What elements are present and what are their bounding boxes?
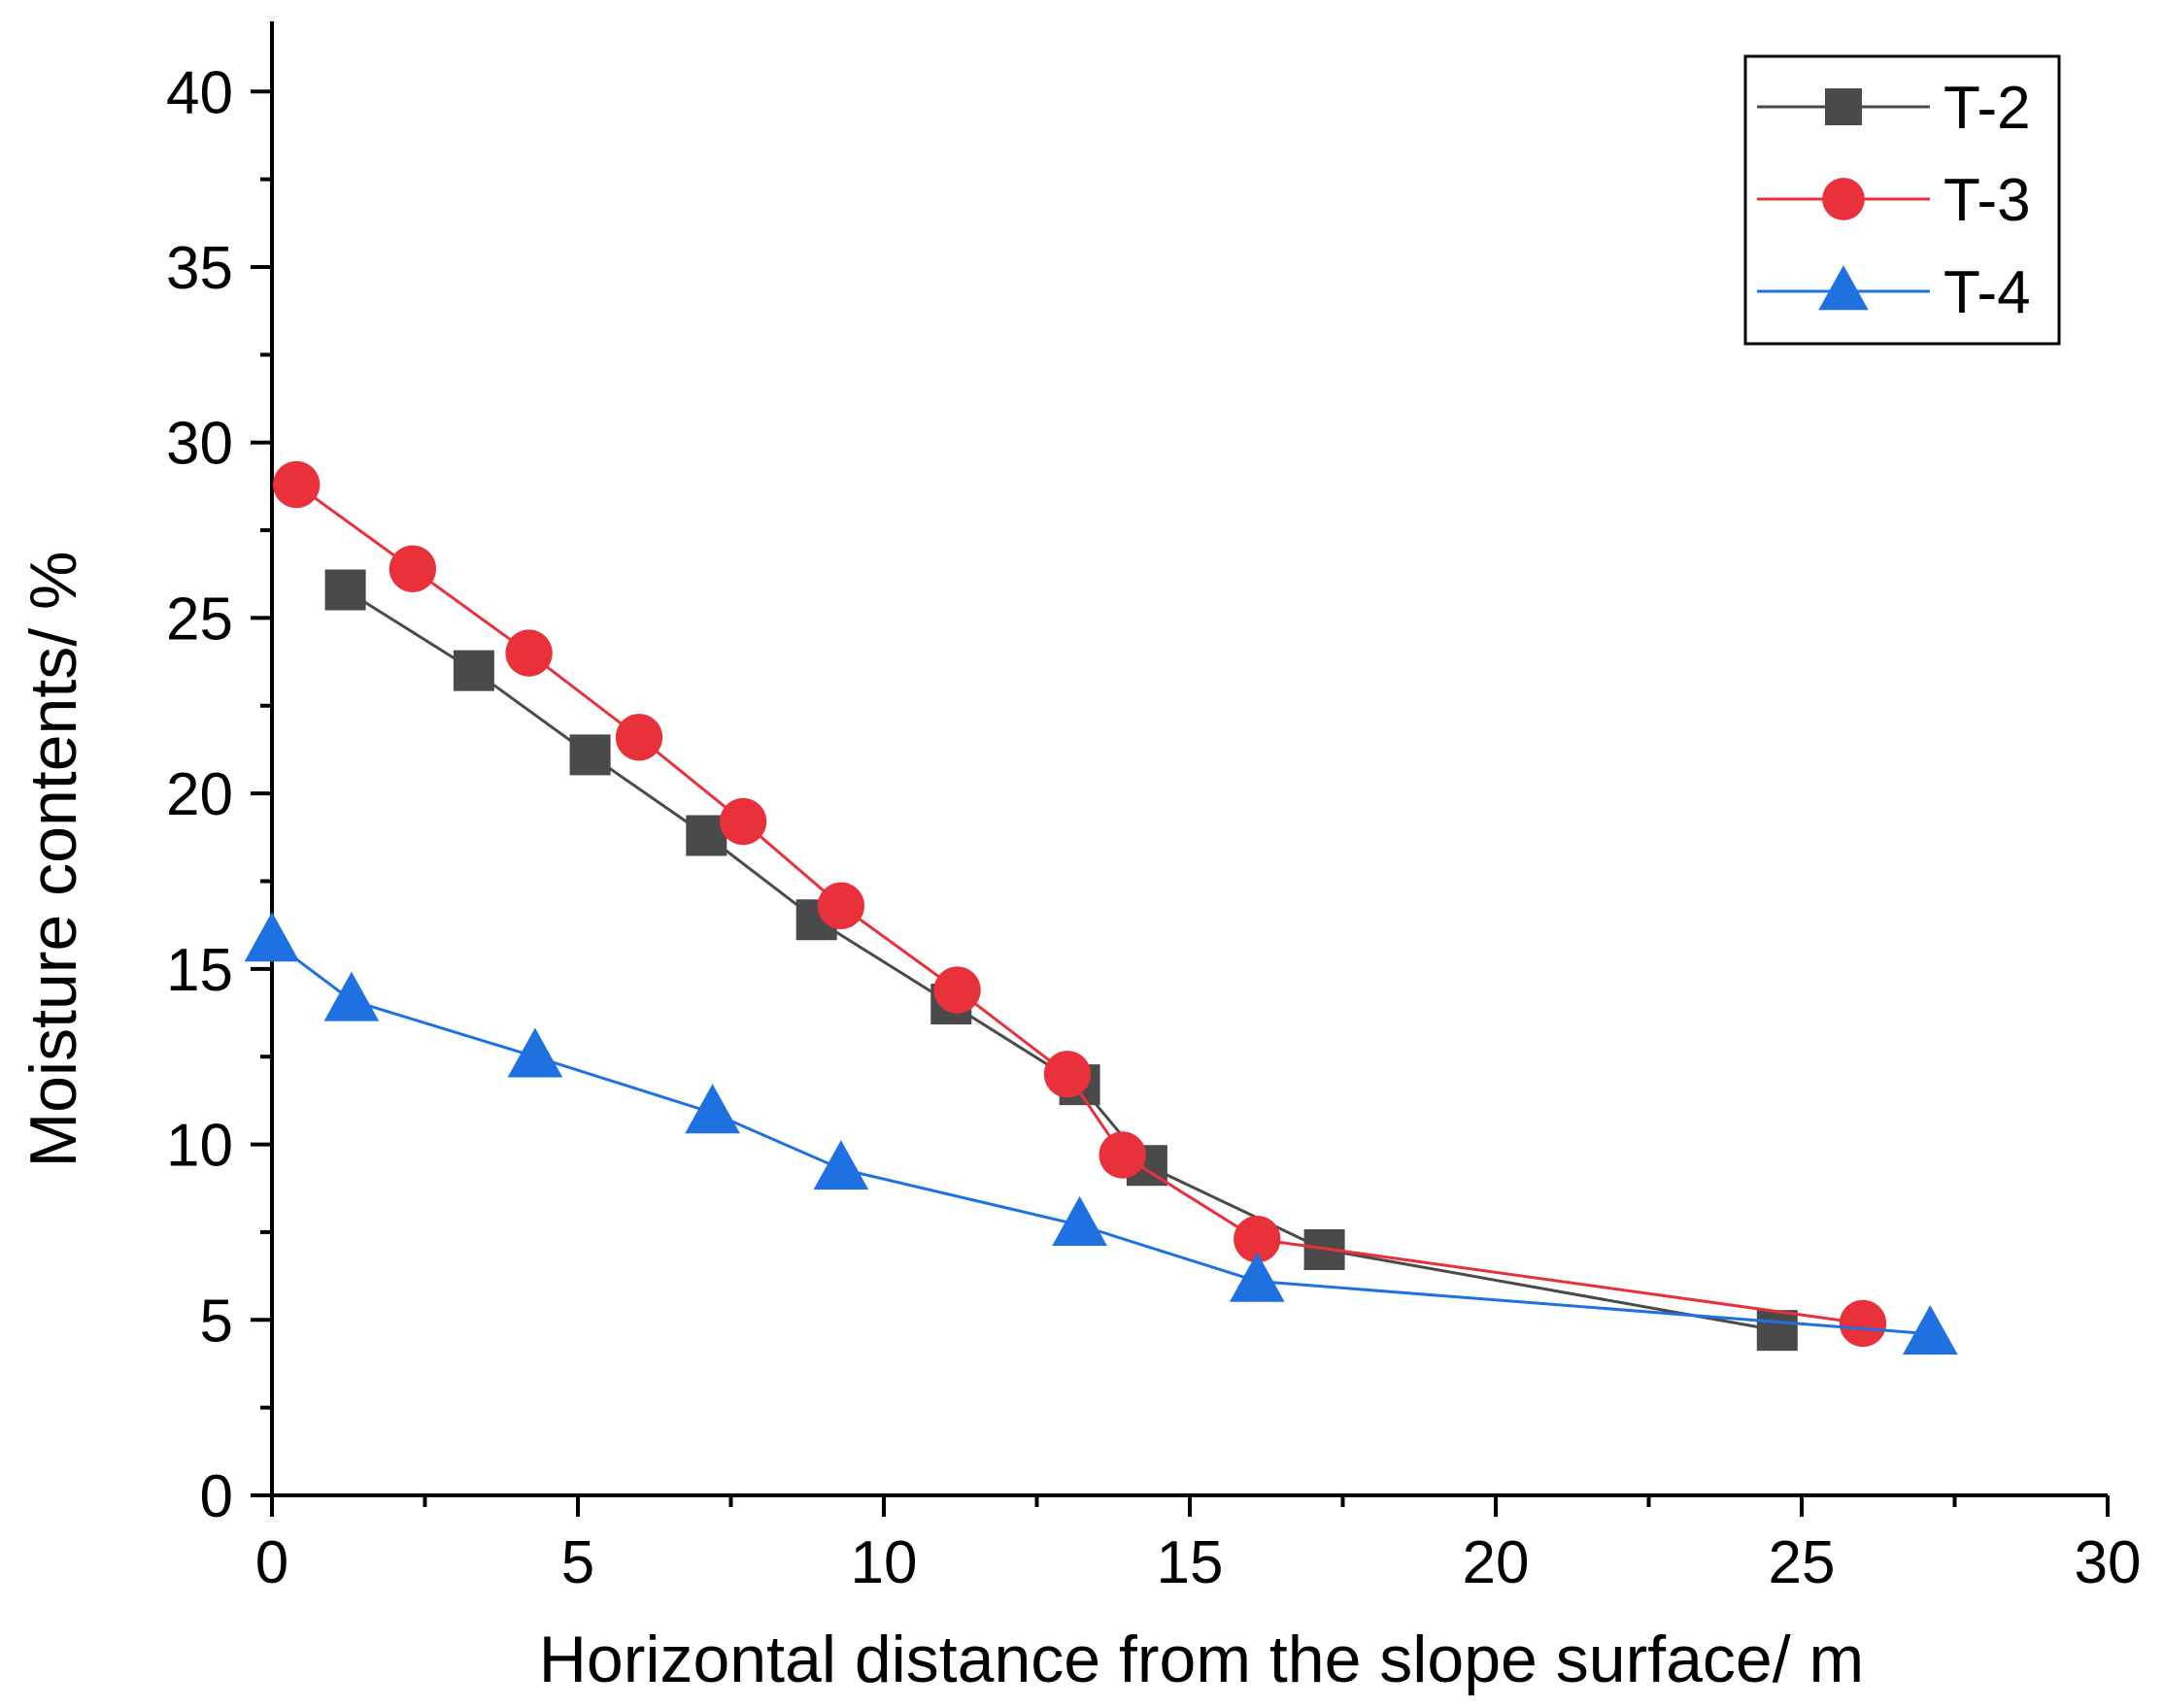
data-point-t-3 [273,460,321,509]
data-point-t-4 [507,1027,563,1078]
x-tick-label: 20 [1463,1529,1530,1596]
data-point-t-4 [813,1140,869,1190]
series-t-2 [324,569,1798,1352]
data-point-t-4 [323,971,380,1021]
data-point-t-2 [453,650,494,691]
data-point-t-3 [1043,1051,1092,1098]
data-point-t-3 [1234,1216,1281,1263]
data-point-t-4 [685,1084,740,1134]
data-point-t-4 [1902,1304,1958,1356]
y-tick-label: 0 [200,1463,233,1530]
x-axis-title: Horizontal distance from the slope surfa… [539,1623,1864,1696]
legend-label: T-2 [1943,75,2031,142]
legend-label: T-3 [1943,167,2031,234]
data-point-t-3 [505,629,553,677]
data-point-t-4 [244,912,300,962]
x-tick-label: 30 [2075,1529,2142,1596]
x-tick-label: 0 [255,1529,288,1596]
legend-label: T-4 [1943,259,2031,326]
data-point-t-3 [1098,1131,1146,1179]
y-tick-label: 10 [166,1113,233,1180]
legend-marker [1818,265,1869,311]
data-point-t-4 [1229,1252,1285,1302]
data-point-t-3 [933,966,981,1014]
legend-item-t-3: T-3 [1757,167,2031,234]
legend-marker [1822,178,1865,220]
y-tick-label: 35 [166,235,233,302]
x-tick-label: 10 [851,1529,918,1596]
series-layer [244,460,1958,1356]
data-point-t-3 [1839,1299,1887,1348]
x-tick-label: 15 [1157,1529,1224,1596]
y-tick-label: 5 [200,1288,233,1355]
series-t-3 [273,460,1887,1348]
y-tick-label: 15 [166,937,233,1004]
series-t-4 [244,912,1958,1356]
data-point-t-2 [1756,1310,1798,1352]
legend: T-2 T-3 T-4 [1743,54,2061,346]
x-tick-label: 25 [1769,1529,1836,1596]
legend-marker [1825,88,1862,125]
y-tick-label: 30 [166,411,233,478]
data-point-t-2 [569,734,611,776]
axes: 0 5 10 15 20 25 30 0 5 10 15 20 25 30 35 40 [166,21,2141,1596]
x-tick-label: 5 [561,1529,594,1596]
data-point-t-3 [719,797,767,846]
data-point-t-3 [615,714,663,761]
legend-item-t-2: T-2 [1757,75,2031,142]
y-tick-label: 20 [166,761,233,828]
y-axis-title: Moisture contents/ % [17,552,90,1168]
series-line-t-4 [271,939,1931,1336]
y-tick-label: 40 [166,59,233,126]
data-point-t-2 [324,569,366,611]
series-line-t-2 [344,588,1778,1332]
data-point-t-4 [1052,1195,1107,1246]
legend-item-t-4: T-4 [1757,259,2031,326]
data-point-t-3 [817,882,865,929]
y-tick-label: 25 [166,586,233,653]
data-point-t-3 [389,545,437,592]
